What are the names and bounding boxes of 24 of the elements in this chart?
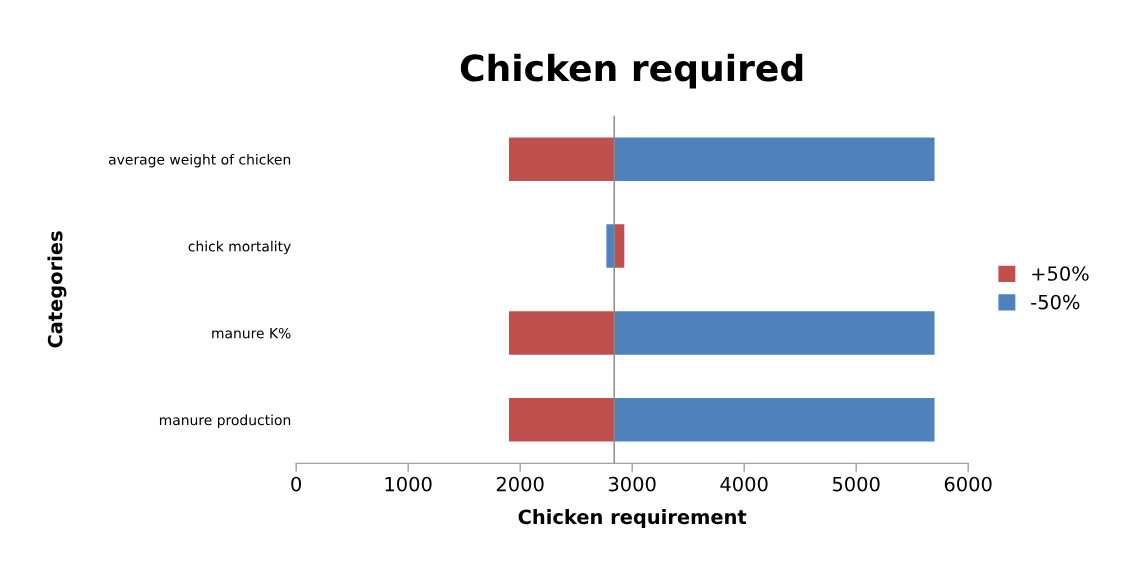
y-tick-label: average weight of chicken [108, 153, 291, 168]
bar [614, 398, 935, 442]
x-axis-title: Chicken requirement [518, 509, 747, 528]
y-axis-title: Categories [47, 231, 67, 348]
y-tick-label: manure K% [212, 327, 291, 339]
y-tick-label: chick mortality [188, 240, 291, 255]
x-tick-label: 3000 [608, 476, 656, 492]
bar [614, 137, 935, 181]
bar [508, 398, 615, 442]
bar [614, 311, 935, 355]
bar [508, 311, 615, 355]
bar [614, 224, 625, 268]
y-tick-label: manure production [159, 414, 291, 428]
x-tick-label: 0 [291, 476, 302, 492]
x-tick-label: 5000 [832, 476, 880, 492]
bar [606, 224, 615, 268]
legend-label: +50% [1032, 266, 1089, 281]
x-tick-label: 1000 [385, 476, 432, 492]
x-tick-label: 2000 [496, 476, 544, 492]
bar [508, 137, 615, 181]
chart-title: Chicken required [460, 53, 803, 89]
x-tick-label: 4000 [720, 476, 768, 492]
legend-label: -50% [1031, 294, 1080, 310]
x-tick-label: 6000 [944, 476, 992, 492]
